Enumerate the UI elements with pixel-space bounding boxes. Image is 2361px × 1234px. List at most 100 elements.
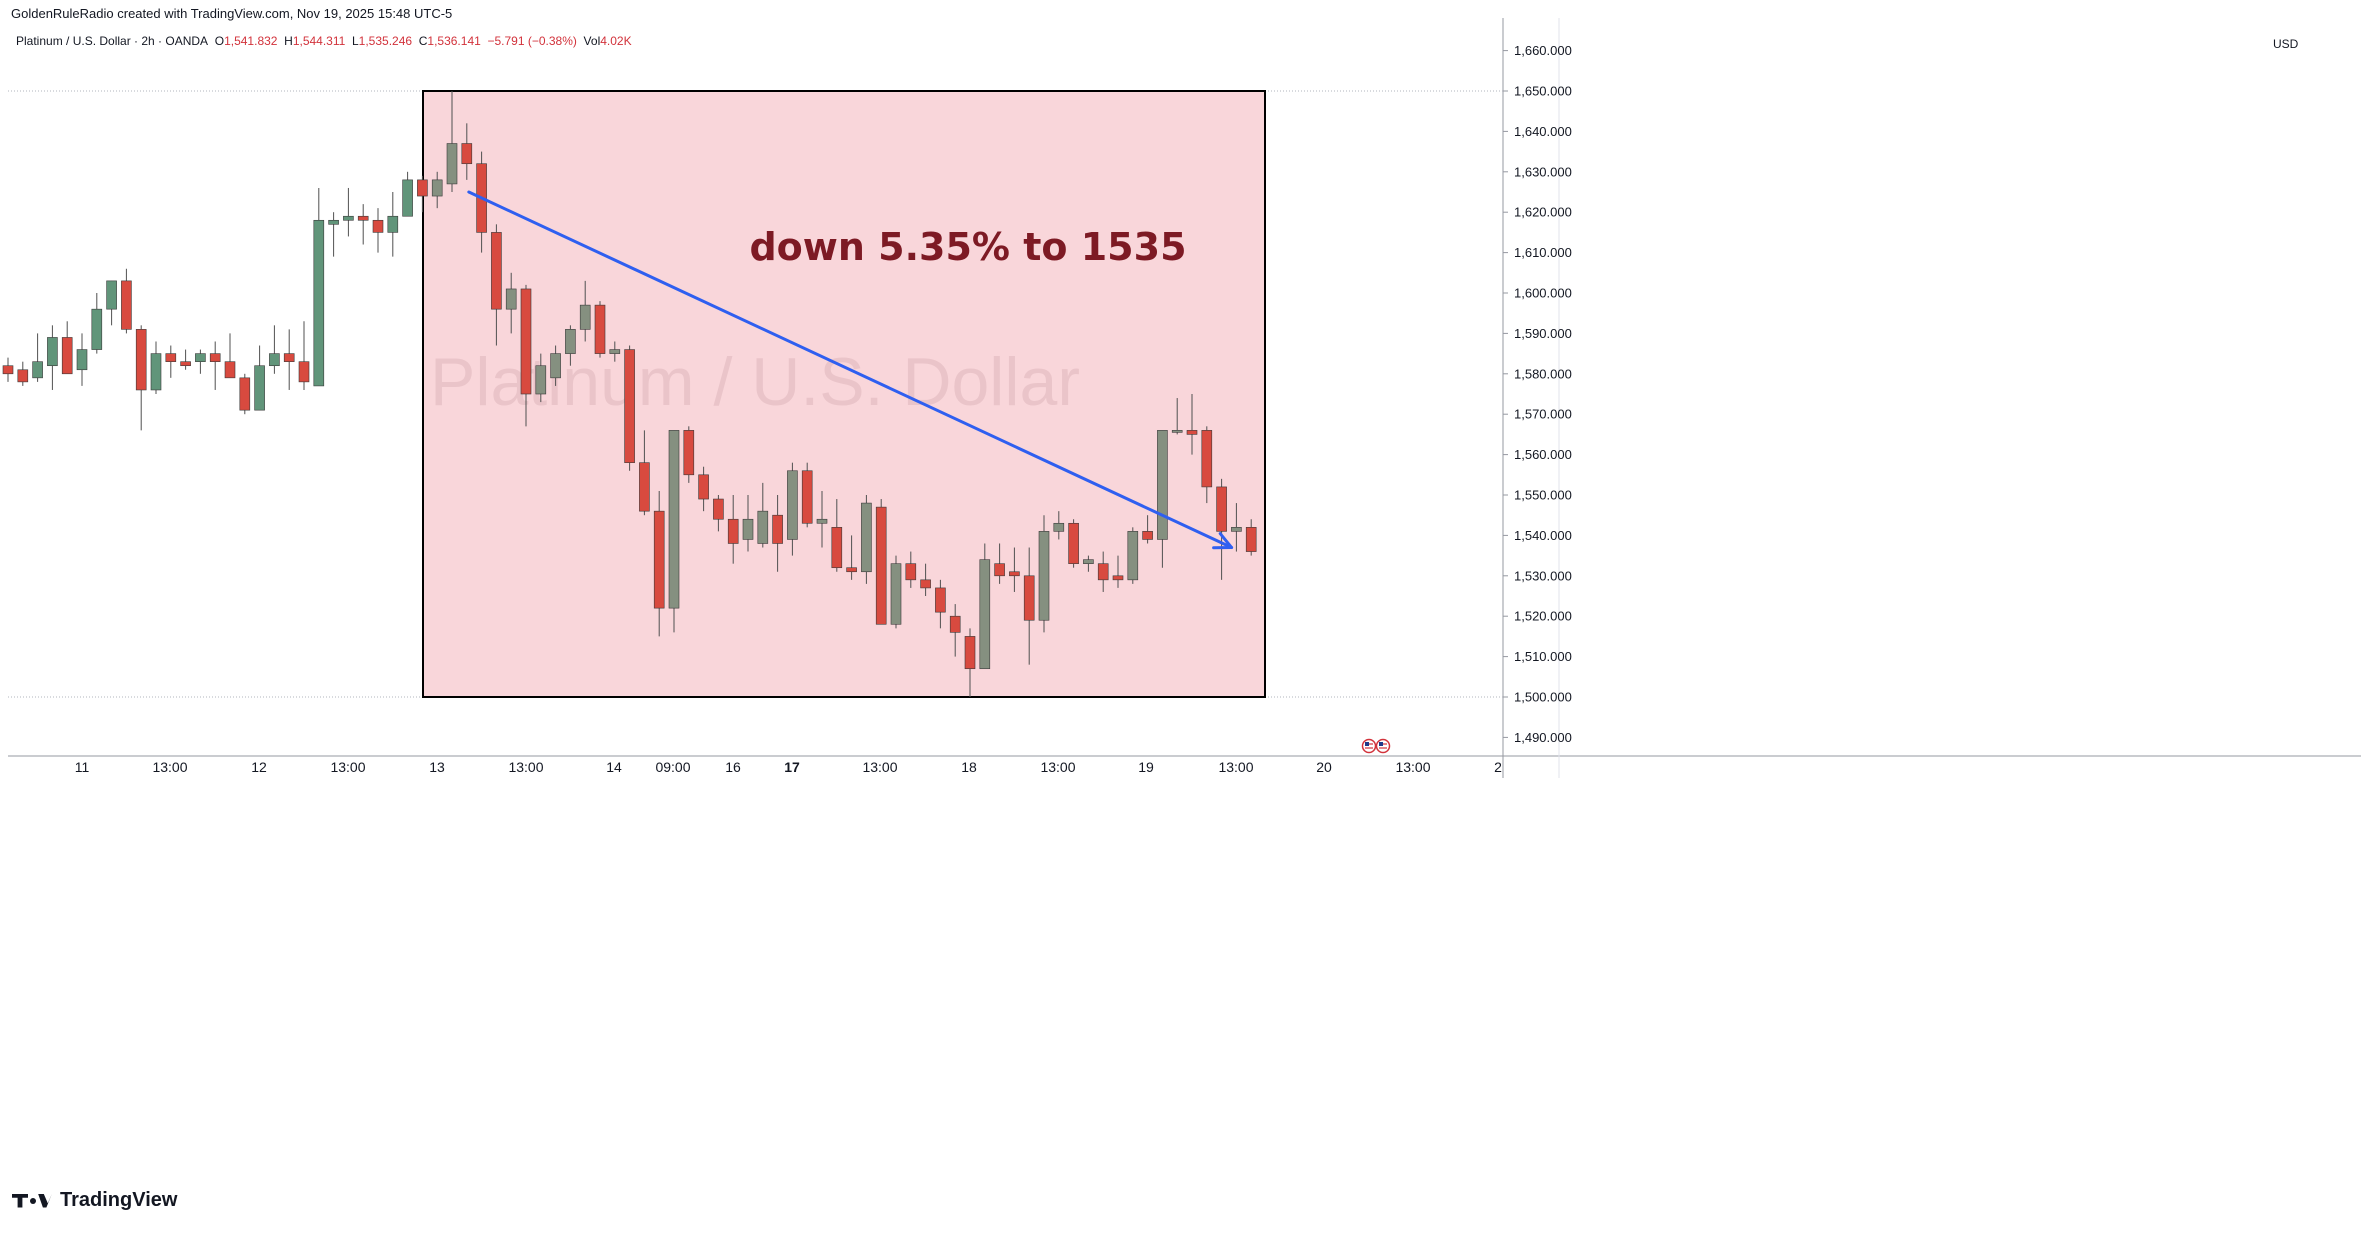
- candle[interactable]: [298, 321, 310, 390]
- candle[interactable]: [313, 187, 325, 387]
- candle[interactable]: [402, 171, 413, 217]
- candle[interactable]: [935, 579, 946, 629]
- candle[interactable]: [76, 333, 88, 386]
- candle[interactable]: [209, 341, 221, 390]
- candle[interactable]: [816, 490, 828, 548]
- candle[interactable]: [713, 495, 724, 532]
- candle[interactable]: [1231, 503, 1242, 552]
- candle[interactable]: [283, 329, 295, 390]
- candle[interactable]: [1083, 555, 1094, 572]
- candle[interactable]: [387, 192, 399, 257]
- candle[interactable]: [1142, 515, 1153, 544]
- candle[interactable]: [890, 555, 902, 629]
- candle[interactable]: [61, 321, 73, 375]
- annotation-label[interactable]: down 5.35% to 1535: [749, 225, 1186, 269]
- candle[interactable]: [1201, 426, 1213, 504]
- candle[interactable]: [254, 345, 265, 411]
- candle[interactable]: [683, 426, 695, 483]
- us-flag-event-icon[interactable]: [1361, 738, 1377, 754]
- candle[interactable]: [1186, 394, 1198, 455]
- candle[interactable]: [639, 430, 650, 516]
- candle[interactable]: [224, 333, 236, 379]
- candle[interactable]: [594, 301, 606, 358]
- candle[interactable]: [180, 349, 191, 370]
- currency-label[interactable]: USD: [2273, 37, 2299, 51]
- trend-arrow-line[interactable]: [467, 190, 1234, 550]
- tradingview-logo[interactable]: TradingView: [12, 1189, 177, 1212]
- candle[interactable]: [861, 495, 872, 584]
- candle[interactable]: [1245, 519, 1257, 556]
- candle[interactable]: [17, 361, 29, 386]
- candle[interactable]: [328, 212, 339, 257]
- candle[interactable]: [668, 430, 680, 633]
- candle[interactable]: [698, 466, 709, 512]
- candle[interactable]: [772, 495, 783, 572]
- candle[interactable]: [624, 345, 635, 471]
- candle[interactable]: [1053, 511, 1065, 540]
- candle[interactable]: [1171, 398, 1183, 435]
- candle[interactable]: [1216, 478, 1227, 580]
- candle[interactable]: [505, 272, 517, 334]
- candle[interactable]: [269, 325, 280, 374]
- candle[interactable]: [135, 325, 147, 431]
- candle-body-up: [150, 353, 162, 391]
- time-tick-label: 19: [1138, 759, 1154, 775]
- candle[interactable]: [535, 353, 547, 403]
- candle[interactable]: [1038, 515, 1050, 633]
- candle[interactable]: [165, 345, 177, 378]
- candle[interactable]: [32, 333, 43, 382]
- candle[interactable]: [91, 293, 103, 354]
- candle[interactable]: [801, 462, 813, 528]
- candle[interactable]: [520, 284, 532, 427]
- candle[interactable]: [1023, 547, 1035, 665]
- candle[interactable]: [875, 499, 887, 625]
- candle[interactable]: [1068, 519, 1079, 568]
- candle[interactable]: [2, 357, 14, 382]
- candle[interactable]: [831, 499, 843, 572]
- price-tick-label: 1,510.000: [1514, 649, 1572, 664]
- candle[interactable]: [461, 123, 473, 180]
- candle[interactable]: [1112, 555, 1124, 588]
- candle[interactable]: [550, 345, 561, 386]
- candle[interactable]: [787, 462, 798, 556]
- candle[interactable]: [1127, 527, 1139, 584]
- symbol-title[interactable]: Platinum / U.S. Dollar · 2h · OANDA: [16, 34, 209, 48]
- candle[interactable]: [653, 490, 665, 637]
- candle[interactable]: [949, 604, 961, 657]
- candle[interactable]: [579, 280, 591, 342]
- candle[interactable]: [47, 325, 58, 390]
- candle[interactable]: [491, 224, 502, 346]
- candle[interactable]: [905, 551, 917, 588]
- candle[interactable]: [150, 341, 162, 394]
- price-tick-label: 1,560.000: [1514, 447, 1572, 462]
- candle[interactable]: [121, 268, 132, 334]
- candle-body-up: [565, 329, 576, 354]
- candle[interactable]: [195, 349, 206, 374]
- candle[interactable]: [994, 543, 1005, 584]
- candle[interactable]: [357, 204, 369, 245]
- candle-body-up: [757, 510, 769, 544]
- candle[interactable]: [920, 563, 931, 596]
- candle[interactable]: [757, 482, 769, 548]
- candle[interactable]: [343, 187, 354, 237]
- candle[interactable]: [964, 628, 976, 697]
- candle[interactable]: [727, 495, 739, 564]
- candle[interactable]: [979, 543, 991, 670]
- candle[interactable]: [239, 373, 251, 415]
- candle[interactable]: [417, 175, 428, 213]
- candle[interactable]: [609, 341, 621, 362]
- candle[interactable]: [1097, 551, 1109, 592]
- candle[interactable]: [742, 495, 754, 552]
- candle[interactable]: [431, 171, 443, 209]
- candle[interactable]: [846, 535, 857, 580]
- candle-body-down: [698, 474, 709, 500]
- candle[interactable]: [1157, 430, 1168, 568]
- us-flag-event-icon[interactable]: [1375, 738, 1391, 754]
- highlight-rectangle[interactable]: [422, 90, 1266, 698]
- candle[interactable]: [372, 208, 384, 253]
- candle[interactable]: [565, 325, 576, 366]
- candle[interactable]: [106, 280, 117, 326]
- candle[interactable]: [1009, 547, 1020, 592]
- candle[interactable]: [446, 91, 458, 192]
